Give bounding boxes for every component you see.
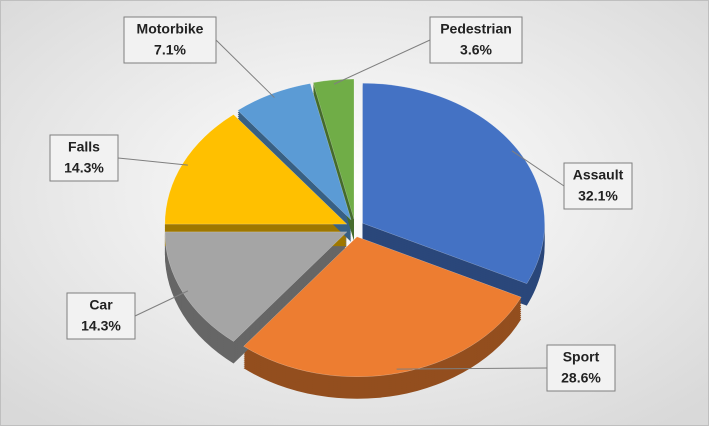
label-box	[49, 134, 119, 182]
label-box	[66, 292, 136, 340]
label-box	[563, 162, 633, 210]
slice	[362, 82, 545, 284]
value-label: 28.6%	[561, 370, 601, 386]
slice-label: Car	[89, 297, 113, 313]
slice	[312, 78, 355, 220]
slice	[243, 236, 522, 378]
slice	[164, 114, 348, 225]
value-label: 7.1%	[154, 42, 186, 58]
slice-label: Motorbike	[137, 21, 204, 37]
leader-line	[134, 290, 189, 317]
label-box	[429, 16, 523, 64]
slice-label: Falls	[68, 139, 100, 155]
slice-label: Pedestrian	[440, 21, 512, 37]
leader-line	[215, 39, 275, 98]
value-label: 14.3%	[81, 318, 121, 334]
slice-label: Sport	[563, 349, 600, 365]
leader-line	[396, 367, 548, 370]
slice-label: Assault	[573, 167, 624, 183]
label-box	[546, 344, 616, 392]
value-label: 14.3%	[64, 160, 104, 176]
slice	[237, 83, 352, 221]
leader-line	[333, 39, 431, 85]
label-box	[123, 16, 217, 64]
leader-line	[117, 157, 188, 166]
value-label: 32.1%	[578, 188, 618, 204]
leader-line	[511, 150, 565, 187]
value-label: 3.6%	[460, 42, 492, 58]
